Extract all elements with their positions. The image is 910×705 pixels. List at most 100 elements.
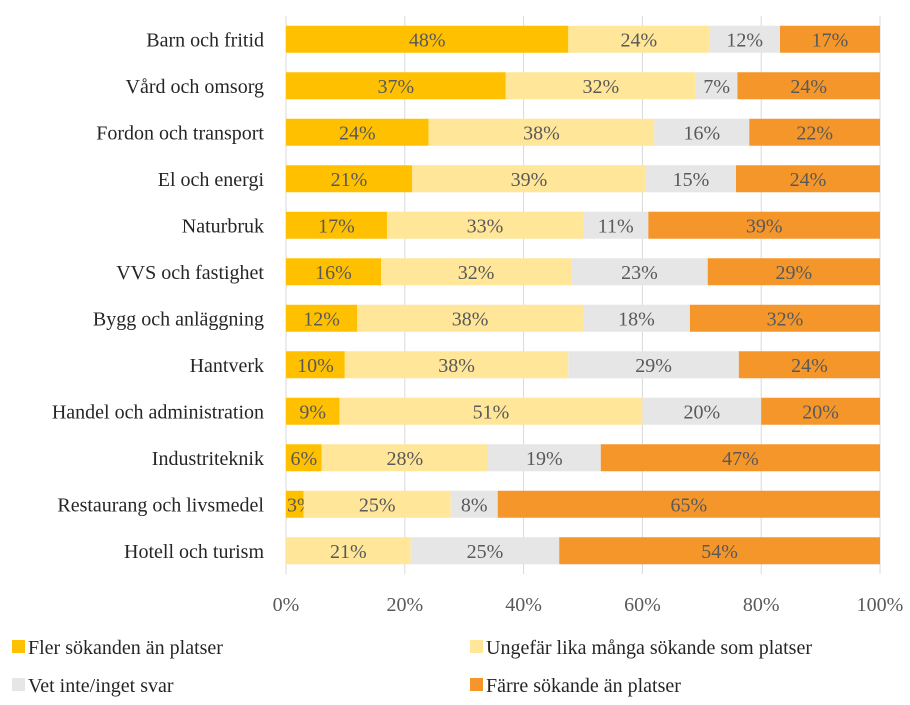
bar-segment xyxy=(780,25,880,53)
bar-segment xyxy=(648,211,880,239)
data-label: 65% xyxy=(671,494,708,516)
bar-segment xyxy=(412,165,646,193)
bar-segment xyxy=(559,537,880,565)
bar-segment xyxy=(303,490,451,518)
bars: 48% 24% 12% 17% 37% 32% 7% 24% 24% 38% 16% 22% 21% 39… xyxy=(286,25,880,565)
bar-segment xyxy=(286,537,411,565)
legend-label: Ungefär lika många sökande som platser xyxy=(486,637,812,659)
bar-segment xyxy=(707,258,880,286)
bar-segment xyxy=(646,165,736,193)
bar-segment xyxy=(600,444,880,472)
data-label: 25% xyxy=(359,494,396,516)
legend-swatch xyxy=(12,640,25,653)
gridlines xyxy=(285,16,881,574)
bar-segment xyxy=(357,304,583,332)
x-axis-ticks: 0% 20% 40% 60% 80% 100% xyxy=(273,594,904,616)
bar-segment xyxy=(487,444,601,472)
bar-segment xyxy=(410,537,560,565)
data-label: 18% xyxy=(618,308,655,330)
bar-segment xyxy=(286,258,382,286)
bar-segment xyxy=(583,304,690,332)
bar-segment xyxy=(505,72,696,100)
bar-segment xyxy=(568,25,710,53)
data-label: 11% xyxy=(598,215,634,237)
data-label: 24% xyxy=(791,355,828,377)
data-label: 54% xyxy=(701,541,738,563)
data-label: 21% xyxy=(330,541,367,563)
data-label: 24% xyxy=(790,169,827,191)
data-label: 16% xyxy=(683,122,720,144)
bar-segment xyxy=(381,258,572,286)
data-label: 12% xyxy=(726,29,763,51)
data-label: 10% xyxy=(297,355,334,377)
data-label: 32% xyxy=(582,76,619,98)
legend-label: Vet inte/inget svar xyxy=(28,675,174,697)
data-label: 20% xyxy=(683,401,720,423)
bar-segment xyxy=(286,25,569,53)
data-label: 32% xyxy=(767,308,804,330)
bar-segment xyxy=(286,211,387,239)
data-label: 29% xyxy=(776,262,813,284)
bar-segment xyxy=(286,490,304,518)
x-tick-label: 20% xyxy=(386,594,423,616)
data-label: 19% xyxy=(526,448,563,470)
legend-swatch xyxy=(12,678,25,691)
legend-swatch xyxy=(470,640,483,653)
bar-segment xyxy=(339,397,643,425)
data-label: 20% xyxy=(802,401,839,423)
data-label: 7% xyxy=(703,76,730,98)
category-label: Fordon och transport xyxy=(96,122,264,144)
bar-segment xyxy=(321,444,488,472)
data-label: 39% xyxy=(746,215,783,237)
data-label: 22% xyxy=(796,122,833,144)
legend-label: Fler sökanden än platser xyxy=(28,637,223,659)
bar-segment xyxy=(749,118,880,146)
data-label: 48% xyxy=(409,29,446,51)
bar-segment xyxy=(695,72,738,100)
bar-segment xyxy=(344,351,569,379)
data-label: 12% xyxy=(303,308,340,330)
category-label: Barn och fritid xyxy=(146,29,264,51)
bar-segment xyxy=(571,258,708,286)
bar-segment xyxy=(450,490,498,518)
category-label: Industriteknik xyxy=(152,448,264,470)
category-label: El och energi xyxy=(158,169,265,191)
x-tick-label: 80% xyxy=(743,594,780,616)
data-label: 38% xyxy=(523,122,560,144)
bar-segment xyxy=(286,444,322,472)
bar-segment xyxy=(286,351,345,379)
bar-segment xyxy=(736,165,880,193)
data-label: 24% xyxy=(621,29,658,51)
bar-segment xyxy=(737,72,880,100)
bar-segment xyxy=(286,397,340,425)
legend-label: Färre sökande än platser xyxy=(486,675,681,697)
legend-swatch xyxy=(470,678,483,691)
data-label: 29% xyxy=(635,355,672,377)
category-label: Bygg och anläggning xyxy=(93,308,264,330)
x-tick-label: 60% xyxy=(624,594,661,616)
bar-segment xyxy=(286,304,358,332)
bar-segment xyxy=(568,351,739,379)
data-label: 17% xyxy=(812,29,849,51)
data-label: 6% xyxy=(290,448,317,470)
bar-segment xyxy=(386,211,583,239)
data-label: 16% xyxy=(315,262,352,284)
category-labels: Barn och fritid Vård och omsorg Fordon och… xyxy=(52,29,265,563)
data-label: 51% xyxy=(473,401,510,423)
data-label: 17% xyxy=(318,215,355,237)
data-label: 39% xyxy=(511,169,548,191)
bar-segment xyxy=(689,304,880,332)
data-label: 32% xyxy=(458,262,495,284)
bar-segment xyxy=(428,118,655,146)
data-label: 33% xyxy=(467,215,504,237)
x-tick-label: 100% xyxy=(857,594,904,616)
category-label: Naturbruk xyxy=(182,215,264,237)
legend: Fler sökanden än platser Ungefär lika mån… xyxy=(12,637,812,697)
category-label: Hantverk xyxy=(190,355,264,377)
data-label: 15% xyxy=(673,169,710,191)
data-label: 37% xyxy=(378,76,415,98)
data-label: 21% xyxy=(331,169,368,191)
bar-segment xyxy=(738,351,880,379)
bar-segment xyxy=(761,397,880,425)
